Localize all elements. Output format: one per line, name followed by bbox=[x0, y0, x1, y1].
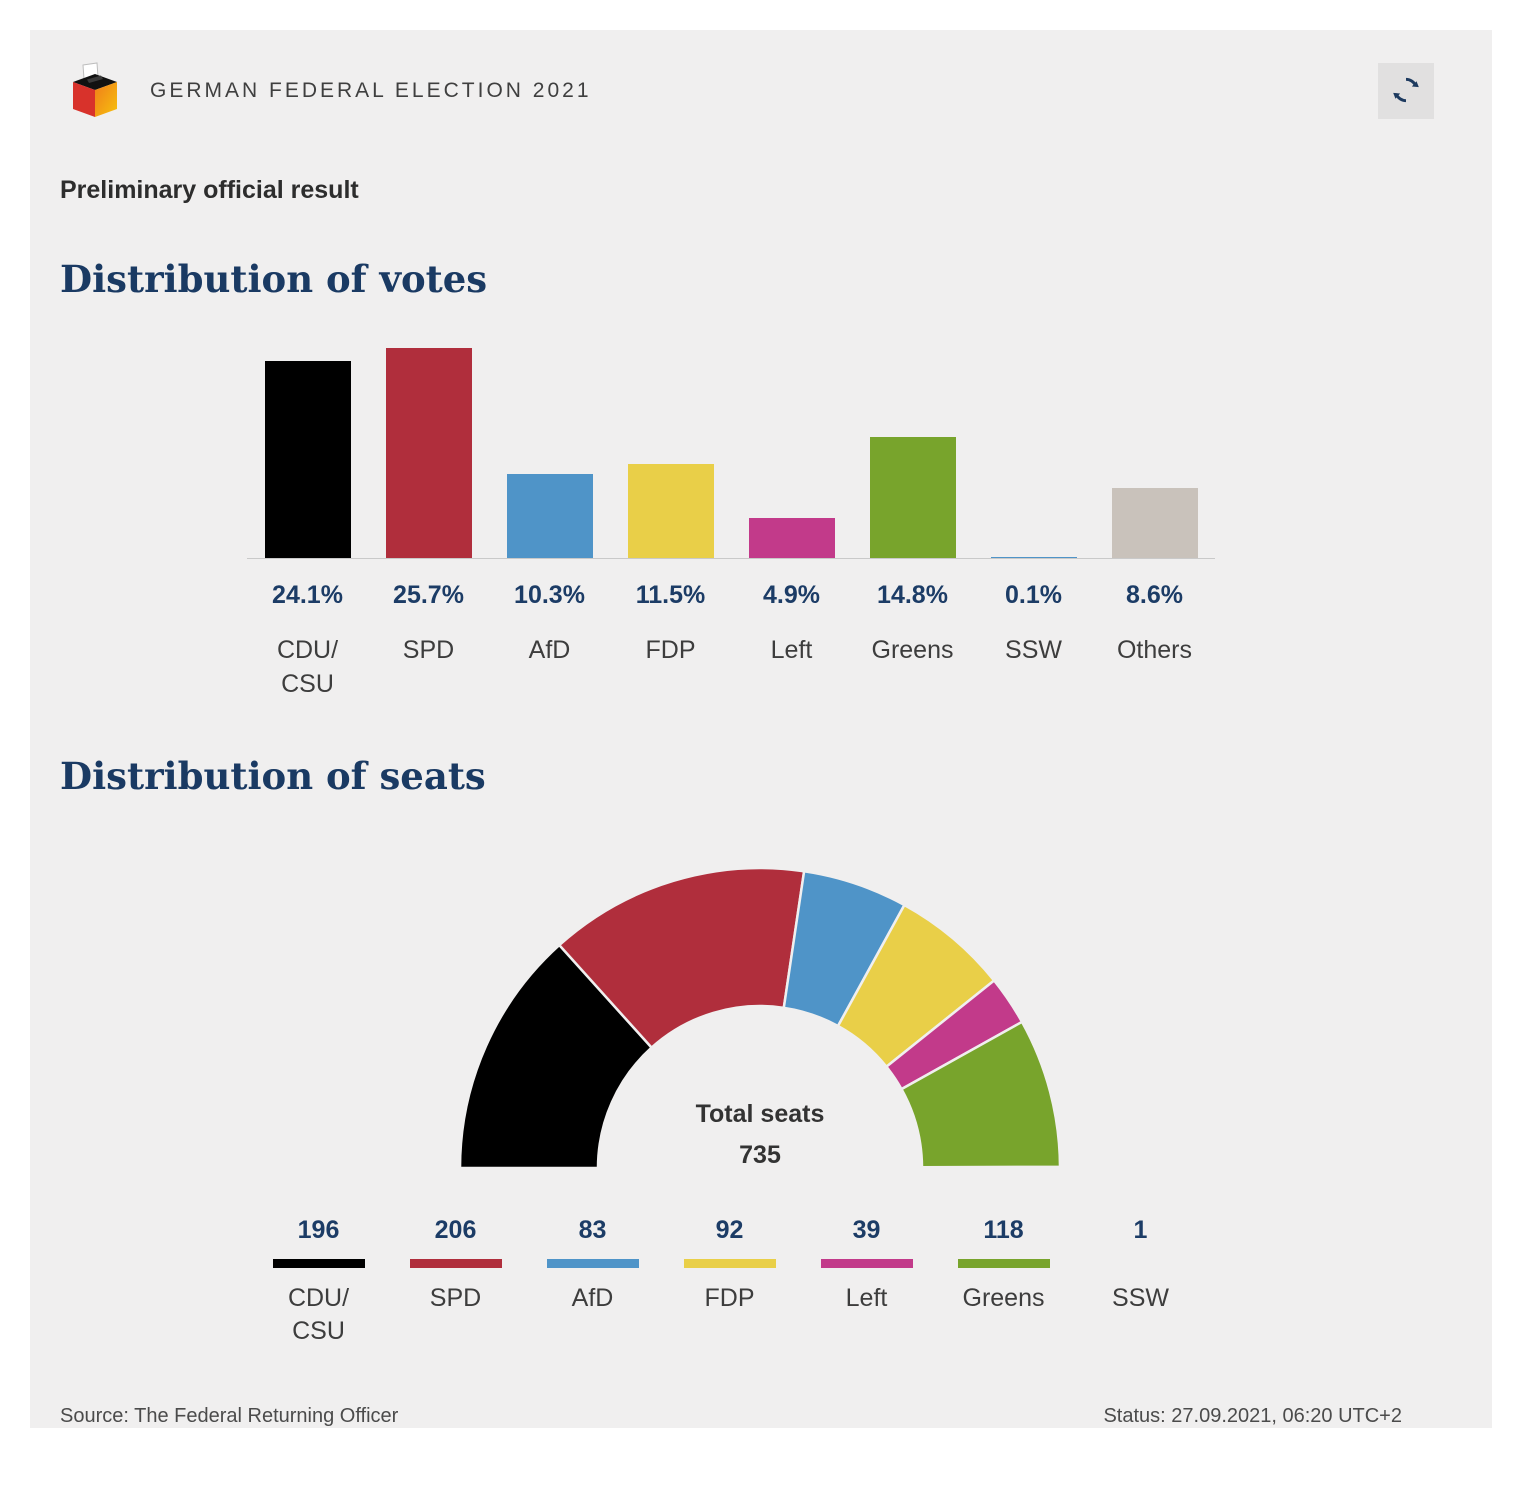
bar-category-label: Others bbox=[1116, 636, 1193, 664]
bar-category-label: Greens bbox=[871, 636, 954, 664]
header: GERMAN FEDERAL ELECTION 2021 bbox=[60, 58, 1462, 120]
bar-labels-left: 4.9% Left bbox=[731, 559, 852, 702]
legend-color-bar bbox=[683, 1258, 776, 1268]
bar-chart-plot-area bbox=[247, 347, 1215, 559]
ballot-box-logo bbox=[68, 62, 122, 120]
bar-ssw bbox=[990, 557, 1077, 558]
votes-bar-chart: 24.1% CDU/CSU 25.7% SPD 10.3% AfD 11.5% FDP 4.9%… bbox=[247, 347, 1215, 702]
legend-item-spd: 206 SPD bbox=[387, 1216, 524, 1350]
bar-labels-fdp: 11.5% FDP bbox=[610, 559, 731, 702]
legend-party-name: Greens bbox=[962, 1283, 1045, 1312]
bar-value-label: 11.5% bbox=[635, 581, 706, 609]
bar-category-label: AfD bbox=[528, 636, 571, 664]
bar-column-fdp bbox=[610, 464, 731, 558]
legend-color-bar bbox=[957, 1258, 1050, 1268]
legend-seat-count: 83 bbox=[578, 1215, 607, 1244]
legend-seat-count: 118 bbox=[983, 1215, 1024, 1244]
bar-category-label: Left bbox=[770, 636, 813, 664]
legend-seat-count: 39 bbox=[852, 1215, 881, 1244]
bar-value-label: 14.8% bbox=[877, 581, 948, 609]
bar-category-label: SSW bbox=[1005, 636, 1062, 664]
status-label: Status: 27.09.2021, 06:20 UTC+2 bbox=[1103, 1405, 1402, 1427]
legend-color-bar bbox=[409, 1258, 502, 1268]
bar-afd bbox=[506, 474, 593, 558]
legend-seat-count: 206 bbox=[434, 1215, 477, 1244]
legend-item-fdp: 92 FDP bbox=[661, 1216, 798, 1350]
legend-item-afd: 83 AfD bbox=[524, 1216, 661, 1350]
bar-others bbox=[1111, 488, 1198, 558]
legend-party-name: SSW bbox=[1112, 1283, 1169, 1312]
bar-labels-afd: 10.3% AfD bbox=[489, 559, 610, 702]
bar-greens bbox=[869, 437, 956, 558]
seat-segment-spd bbox=[557, 866, 806, 1049]
bar-value-label: 25.7% bbox=[393, 581, 464, 609]
bar-category-label: CDU/CSU bbox=[276, 636, 339, 698]
bar-value-label: 24.1% bbox=[272, 581, 343, 609]
total-seats-label: Total seats bbox=[695, 1099, 825, 1128]
bar-column-cdu-csu bbox=[247, 361, 368, 558]
bar-column-ssw bbox=[973, 557, 1094, 558]
legend-party-name: Left bbox=[845, 1283, 888, 1312]
legend-item-left: 39 Left bbox=[798, 1216, 935, 1350]
legend-color-bar bbox=[820, 1258, 913, 1268]
bar-labels-others: 8.6% Others bbox=[1094, 559, 1215, 702]
seats-donut-svg bbox=[458, 866, 1062, 1169]
bar-column-spd bbox=[368, 348, 489, 558]
bar-labels-ssw: 0.1% SSW bbox=[973, 559, 1094, 702]
bar-chart-labels: 24.1% CDU/CSU 25.7% SPD 10.3% AfD 11.5% FDP 4.9%… bbox=[247, 559, 1215, 702]
seats-legend: 196 CDU/CSU 206 SPD 83 AfD 92 FDP 39 Left 118 Green… bbox=[250, 1216, 1210, 1350]
legend-color-bar bbox=[546, 1258, 639, 1268]
seats-donut-chart: Total seats 735 bbox=[450, 856, 1070, 1174]
legend-item-ssw: 1 SSW bbox=[1072, 1216, 1209, 1350]
bar-value-label: 0.1% bbox=[1005, 581, 1062, 609]
bar-spd bbox=[385, 348, 472, 558]
votes-section-heading: Distribution of votes bbox=[60, 257, 488, 301]
legend-seat-count: 196 bbox=[297, 1215, 340, 1244]
bar-labels-greens: 14.8% Greens bbox=[852, 559, 973, 702]
seat-segment-greens bbox=[899, 1019, 1062, 1169]
legend-seat-count: 92 bbox=[715, 1215, 744, 1244]
legend-party-name: CDU/CSU bbox=[287, 1283, 350, 1346]
total-seats-value: 735 bbox=[739, 1140, 781, 1169]
bar-labels-spd: 25.7% SPD bbox=[368, 559, 489, 702]
bar-column-greens bbox=[852, 437, 973, 558]
seats-section-heading: Distribution of seats bbox=[60, 753, 486, 798]
bar-cdu-csu bbox=[264, 361, 351, 558]
bar-value-label: 8.6% bbox=[1126, 581, 1183, 609]
legend-item-cdu-csu: 196 CDU/CSU bbox=[250, 1216, 387, 1350]
bar-column-afd bbox=[489, 474, 610, 558]
bar-category-label: SPD bbox=[402, 636, 455, 664]
legend-seat-count: 1 bbox=[1133, 1215, 1148, 1244]
legend-party-name: AfD bbox=[571, 1283, 614, 1312]
legend-item-greens: 118 Greens bbox=[935, 1216, 1072, 1350]
bar-value-label: 4.9% bbox=[763, 581, 820, 609]
result-status-label: Preliminary official result bbox=[60, 176, 359, 204]
bar-left bbox=[748, 518, 835, 558]
refresh-icon bbox=[1390, 74, 1422, 109]
legend-party-name: SPD bbox=[429, 1283, 482, 1312]
bar-labels-cdu-csu: 24.1% CDU/CSU bbox=[247, 559, 368, 702]
bar-fdp bbox=[627, 464, 714, 558]
donut-center-label: Total seats 735 bbox=[450, 1100, 1070, 1170]
election-results-card: GERMAN FEDERAL ELECTION 2021 Preliminary… bbox=[30, 30, 1492, 1428]
refresh-button[interactable] bbox=[1378, 63, 1434, 119]
legend-color-bar bbox=[272, 1258, 365, 1268]
source-label: Source: The Federal Returning Officer bbox=[60, 1405, 399, 1427]
legend-party-name: FDP bbox=[704, 1283, 755, 1312]
bar-column-others bbox=[1094, 488, 1215, 558]
footer: Source: The Federal Returning Officer St… bbox=[60, 1405, 1462, 1428]
bar-value-label: 10.3% bbox=[514, 581, 585, 609]
bar-category-label: FDP bbox=[645, 636, 696, 664]
seat-segment-cdu-csu bbox=[458, 942, 654, 1169]
app-title: GERMAN FEDERAL ELECTION 2021 bbox=[150, 79, 592, 102]
bar-column-left bbox=[731, 518, 852, 558]
